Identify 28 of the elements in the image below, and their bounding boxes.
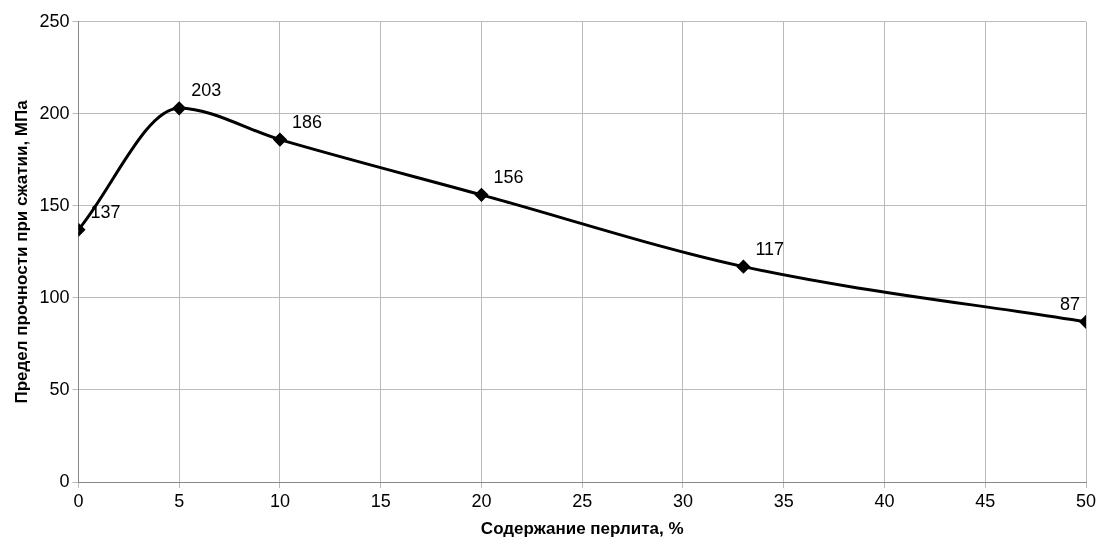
data-label: 87 <box>1059 293 1080 314</box>
x-tick-label: 15 <box>370 490 391 511</box>
x-tick-label: 10 <box>269 490 290 511</box>
data-label: 117 <box>755 238 785 259</box>
y-tick-label: 150 <box>39 194 70 215</box>
y-tick-label: 0 <box>59 470 70 491</box>
y-tick-label: 200 <box>39 102 70 123</box>
x-tick-label: 5 <box>174 490 185 511</box>
data-label: 203 <box>191 80 222 101</box>
y-tick-label: 100 <box>39 286 70 307</box>
data-label: 186 <box>291 111 322 132</box>
x-tick-label: 30 <box>672 490 693 511</box>
x-tick-label: 20 <box>471 490 492 511</box>
point <box>172 101 186 115</box>
point <box>273 133 287 147</box>
point <box>474 188 488 202</box>
y-tick-label: 250 <box>39 10 70 31</box>
y-tick-label: 50 <box>49 378 70 399</box>
point <box>736 260 750 274</box>
x-tick-label: 45 <box>975 490 996 511</box>
x-tick-label: 0 <box>73 490 84 511</box>
x-tick-label: 40 <box>874 490 895 511</box>
x-tick-label: 50 <box>1075 490 1097 511</box>
data-label: 156 <box>493 166 524 187</box>
x-tick-label: 35 <box>773 490 794 511</box>
y-axis-title: Предел прочности при сжатии, МПа <box>11 99 31 404</box>
x-tick-label: 25 <box>572 490 593 511</box>
x-axis-title: Содержание перлита, % <box>480 519 684 539</box>
